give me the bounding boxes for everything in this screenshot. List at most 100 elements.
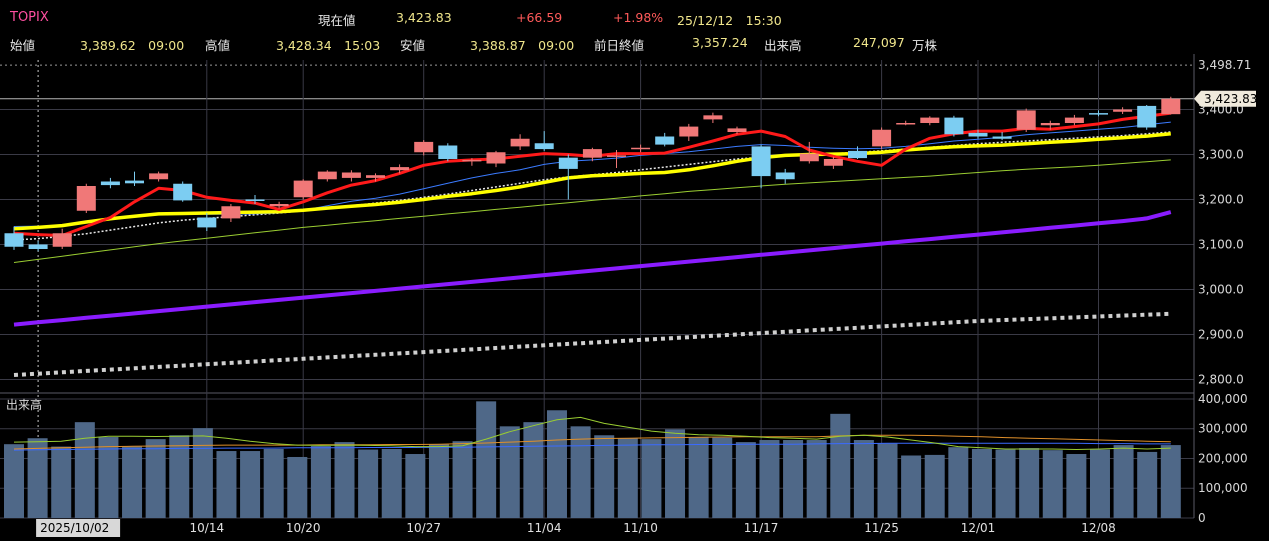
- candle: [775, 168, 795, 184]
- volume-bar: [1160, 445, 1181, 518]
- ma-white-dotted-line: [13, 131, 1171, 241]
- date-tick-label: 12/08: [1081, 521, 1116, 535]
- candle-body: [558, 157, 578, 169]
- candle-body: [462, 159, 482, 162]
- candle: [438, 143, 458, 162]
- volume-bar: [1042, 450, 1063, 518]
- candle-body: [1089, 113, 1108, 115]
- volume-bar: [216, 451, 237, 518]
- candle: [1113, 107, 1133, 114]
- candle: [366, 173, 385, 182]
- candle-body: [607, 155, 626, 157]
- candle-body: [341, 172, 361, 178]
- candle-body: [1161, 98, 1181, 115]
- volume-tick-label: 400,000: [1198, 392, 1248, 406]
- volume-bar: [51, 446, 72, 518]
- candle-body: [221, 206, 241, 219]
- candle: [125, 171, 144, 186]
- candle: [534, 131, 554, 151]
- volume-bar: [759, 440, 780, 518]
- ma-green-line: [13, 159, 1171, 263]
- candle-body: [968, 132, 988, 137]
- volume-bar: [853, 440, 874, 518]
- volume-ma-blue: [13, 442, 1171, 451]
- price-tick-label: 3,200.0: [1198, 193, 1244, 207]
- candle: [390, 164, 410, 174]
- candle: [751, 144, 771, 189]
- high-value: 3,428.34 15:03: [276, 38, 381, 53]
- candle: [1137, 105, 1157, 130]
- candle: [679, 123, 699, 141]
- candle-body: [751, 146, 771, 177]
- candle: [317, 170, 337, 182]
- date-tick-label: 12/01: [961, 521, 996, 535]
- ma-purple-line: [13, 210, 1172, 327]
- candle: [462, 158, 482, 166]
- candle: [4, 226, 24, 250]
- volume-tick-label: 200,000: [1198, 451, 1248, 465]
- date-tick-label: 11/17: [744, 521, 779, 535]
- volume-bar: [712, 437, 733, 518]
- candle: [245, 195, 265, 204]
- volume-bar: [428, 444, 449, 518]
- last-value-label: 3,423.83: [1204, 92, 1257, 106]
- date-tick-label: 11/25: [864, 521, 899, 535]
- price-tick-label: 3,300.0: [1198, 148, 1244, 162]
- candle: [558, 154, 578, 200]
- volume-bar: [1089, 449, 1110, 518]
- candle: [149, 171, 169, 182]
- price-tick-label: 2,900.0: [1198, 328, 1244, 342]
- date-tick-label: 10/14: [190, 521, 225, 535]
- price-markers: 3,498.71 3,423.83: [1194, 56, 1257, 107]
- volume-bar: [169, 435, 190, 518]
- symbol-name: TOPIX: [10, 10, 49, 25]
- candle-body: [52, 233, 72, 247]
- date-tick-label: 10/20: [286, 521, 321, 535]
- candle: [414, 140, 434, 156]
- volume-bar: [334, 442, 355, 518]
- candle: [1064, 114, 1084, 126]
- candle-body: [872, 129, 892, 147]
- candle-body: [727, 128, 747, 132]
- candle: [293, 179, 313, 200]
- candle: [510, 134, 530, 150]
- volume-bar: [310, 445, 331, 518]
- candle-body: [631, 147, 651, 150]
- volume-bar: [546, 410, 567, 518]
- volume-bar: [499, 426, 520, 518]
- candle-body: [823, 159, 843, 166]
- top-value-label: 3,498.71: [1198, 58, 1251, 72]
- prev-close-value: 3,357.24: [692, 35, 748, 50]
- candle: [1016, 108, 1036, 132]
- candle: [341, 170, 361, 182]
- prev-close-label: 前日終値: [594, 38, 645, 53]
- volume-bar: [1019, 448, 1040, 518]
- candle-body: [317, 171, 337, 180]
- volume-bar: [145, 439, 166, 518]
- candle-body: [1137, 105, 1157, 128]
- candle: [799, 141, 819, 164]
- volume-bar: [971, 448, 992, 518]
- candle: [173, 181, 193, 202]
- candle-body: [655, 136, 675, 145]
- volume-bar: [27, 438, 48, 518]
- volume-bar: [995, 449, 1016, 518]
- candle-body: [293, 180, 313, 198]
- volume-bar: [523, 422, 544, 518]
- volume-bar: [192, 428, 213, 518]
- volume-bar: [74, 422, 95, 518]
- open-value: 3,389.62 09:00: [80, 38, 185, 53]
- volume-bar: [617, 438, 638, 518]
- volume-bar: [476, 401, 497, 518]
- candle: [968, 129, 988, 139]
- high-label: 高値: [205, 38, 231, 53]
- volume-bar: [405, 454, 426, 518]
- volume-bar: [1066, 454, 1087, 518]
- candle-body: [703, 115, 723, 120]
- open-label: 始値: [10, 38, 36, 53]
- volume-bar: [688, 437, 709, 518]
- candle: [823, 156, 843, 169]
- volume-bar: [594, 435, 615, 518]
- volume-bar: [1113, 445, 1134, 518]
